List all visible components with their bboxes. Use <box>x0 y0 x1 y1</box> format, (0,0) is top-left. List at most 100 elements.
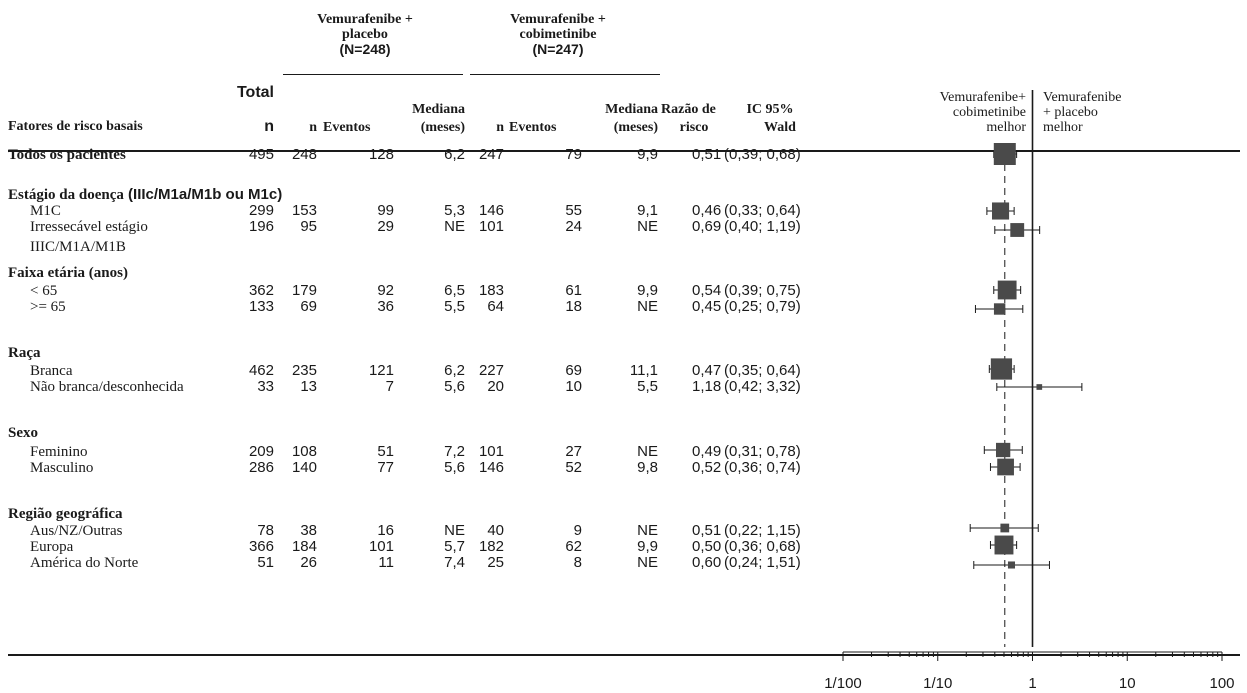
group1-underline <box>283 74 463 75</box>
cell-m1: 6,2 <box>444 362 465 379</box>
row-group-label-suffix: (IIIc/M1a/M1b ou M1c) <box>123 186 283 203</box>
cell-n1: 108 <box>291 443 317 460</box>
cell-total: 33 <box>257 378 274 395</box>
row-label: Irressecável estágio <box>30 219 148 235</box>
cell-hr: 1,18 <box>692 378 722 395</box>
cell-e1: 51 <box>377 443 394 460</box>
x-tick-label: 1/10 <box>923 675 952 692</box>
header-rule <box>8 150 1240 152</box>
ci-header-top: IC 95% <box>746 102 794 117</box>
cell-total: 51 <box>257 554 274 571</box>
cell-m1: NE <box>444 522 465 539</box>
cell-e2: 55 <box>565 202 582 219</box>
cell-e2: 18 <box>565 298 582 315</box>
row-label: Feminino <box>30 444 88 460</box>
cell-total: 495 <box>248 146 274 163</box>
ci-header-bottom: Wald <box>764 120 796 135</box>
cell-n1: 69 <box>300 298 317 315</box>
cell-ci: (0,35; 0,64) <box>724 362 801 379</box>
events2-header: Eventos <box>509 120 557 135</box>
row-label: < 65 <box>30 283 58 299</box>
row-label: Branca <box>30 363 73 379</box>
cell-hr: 0,51 <box>692 522 722 539</box>
cell-n2: 25 <box>487 554 504 571</box>
cell-e2: 9 <box>573 522 582 539</box>
cell-ci: (0,24; 1,51) <box>724 554 801 571</box>
cell-total: 462 <box>248 362 274 379</box>
total-header: Total <box>236 84 274 101</box>
cell-e1: 101 <box>368 538 394 555</box>
total-n-header: n <box>264 118 274 135</box>
cell-m2: NE <box>637 443 658 460</box>
cell-m1: 5,5 <box>444 298 465 315</box>
cell-m2: 9,9 <box>637 146 658 163</box>
cell-e2: 8 <box>573 554 582 571</box>
cell-hr: 0,60 <box>692 554 722 571</box>
cell-m1: 6,5 <box>444 282 465 299</box>
group1-title: Vemurafenibe + placebo <box>317 12 413 42</box>
cell-e2: 61 <box>565 282 582 299</box>
x-tick-label: 10 <box>1119 675 1136 692</box>
cell-n2: 182 <box>478 538 504 555</box>
cell-n2: 146 <box>478 459 504 476</box>
cell-e2: 69 <box>565 362 582 379</box>
row-label: Europa <box>30 539 74 555</box>
median2-header-bottom: (meses) <box>613 120 658 135</box>
cell-total: 299 <box>248 202 274 219</box>
cell-n1: 235 <box>291 362 317 379</box>
cell-n2: 40 <box>487 522 504 539</box>
cell-m2: NE <box>637 298 658 315</box>
cell-n2: 101 <box>478 218 504 235</box>
cell-hr: 0,49 <box>692 443 722 460</box>
cell-n1: 179 <box>291 282 317 299</box>
cell-m1: 5,7 <box>444 538 465 555</box>
cell-total: 133 <box>248 298 274 315</box>
cell-m2: 9,1 <box>637 202 658 219</box>
group2-n: (N=247) <box>532 41 584 57</box>
cell-n2: 101 <box>478 443 504 460</box>
favors-right-label: Vemurafenibe + placebo melhor <box>1043 90 1122 135</box>
point-estimate-square <box>990 358 1013 380</box>
point-estimate-square <box>993 303 1006 315</box>
cell-n1: 140 <box>291 459 317 476</box>
cell-m2: NE <box>637 554 658 571</box>
cell-n1: 26 <box>300 554 317 571</box>
point-estimate-square <box>995 442 1011 458</box>
point-estimate-square <box>991 202 1010 220</box>
point-estimate-square <box>1010 223 1025 237</box>
point-estimate-square <box>994 535 1014 555</box>
cell-hr: 0,54 <box>692 282 722 299</box>
row-label: >= 65 <box>30 299 66 315</box>
hr-header-top: Razão de <box>661 102 716 117</box>
cell-e1: 7 <box>385 378 394 395</box>
cell-total: 286 <box>248 459 274 476</box>
cell-hr: 0,52 <box>692 459 722 476</box>
point-estimate-square <box>1000 523 1010 533</box>
cell-m2: NE <box>637 522 658 539</box>
cell-n2: 183 <box>478 282 504 299</box>
cell-e2: 62 <box>565 538 582 555</box>
cell-n1: 248 <box>291 146 317 163</box>
row-group-label: Raça <box>8 345 41 361</box>
row-label: Não branca/desconhecida <box>30 379 184 395</box>
cell-m2: 9,9 <box>637 282 658 299</box>
row-group-label: Estágio da doença (IIIc/M1a/M1b ou M1c) <box>8 186 283 204</box>
bottom-rule <box>8 654 1240 656</box>
cell-e1: 29 <box>377 218 394 235</box>
x-tick-label: 100 <box>1209 675 1234 692</box>
hr-header-bottom: risco <box>679 120 709 135</box>
cell-e1: 77 <box>377 459 394 476</box>
cell-ci: (0,36; 0,68) <box>724 538 801 555</box>
cell-e1: 99 <box>377 202 394 219</box>
point-estimate-square <box>993 143 1016 165</box>
cell-total: 209 <box>248 443 274 460</box>
cell-n1: 153 <box>291 202 317 219</box>
cell-hr: 0,50 <box>692 538 722 555</box>
cell-ci: (0,25; 0,79) <box>724 298 801 315</box>
cell-total: 78 <box>257 522 274 539</box>
cell-n1: 95 <box>300 218 317 235</box>
events1-header: Eventos <box>323 120 371 135</box>
cell-n1: 38 <box>300 522 317 539</box>
row-label-continued: IIIC/M1A/M1B <box>30 239 126 255</box>
